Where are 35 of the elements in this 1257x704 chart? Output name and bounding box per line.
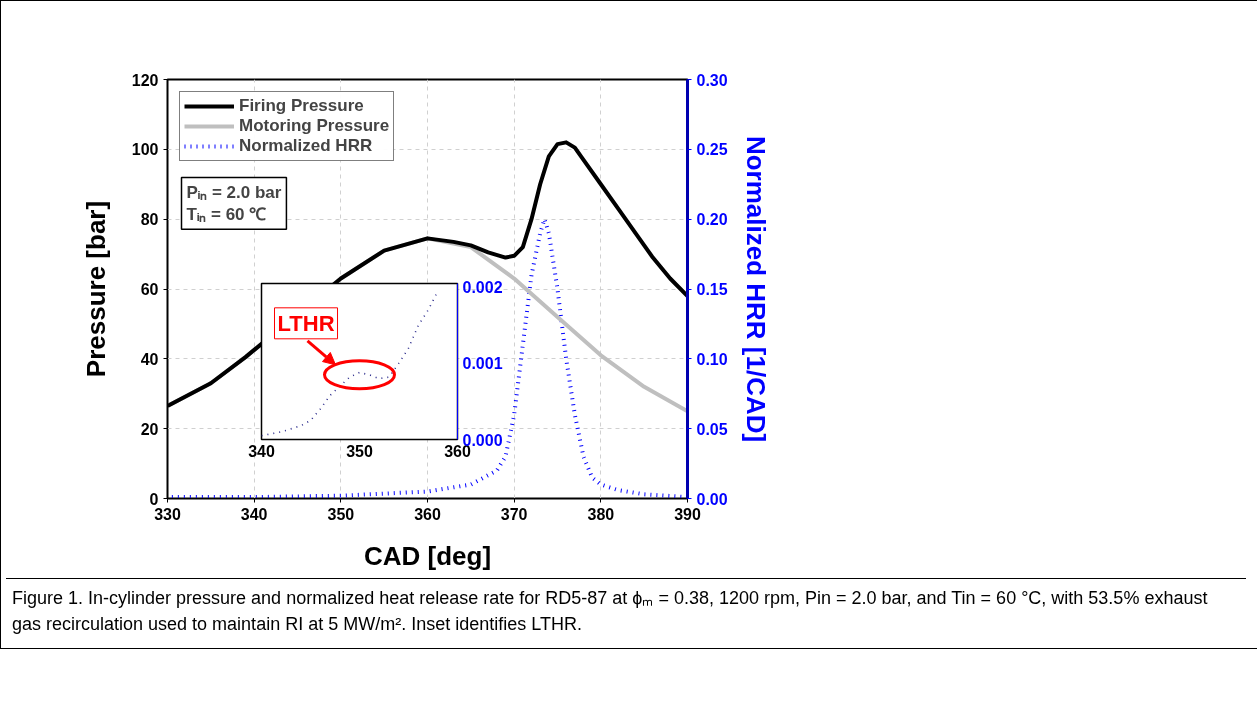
x-tick-label: 390 — [674, 505, 701, 523]
y-tick-label: 100 — [131, 141, 159, 159]
y2-tick-label: 0.00 — [696, 490, 728, 508]
y2-tick-label: 0.15 — [696, 281, 728, 298]
y-tick-label: 0.002 — [462, 279, 503, 297]
x-tick-label: 380 — [587, 505, 615, 523]
y-tick-label: 0 — [149, 490, 159, 508]
legend-label: Firing Pressure — [239, 96, 364, 116]
y2-tick-label: 0.10 — [696, 350, 728, 368]
x-tick-label: 350 — [327, 505, 355, 523]
x-tick-label: 340 — [248, 442, 275, 460]
y2-axis-title: Normalized HRR [1/CAD] — [740, 135, 771, 443]
y-tick-label: 40 — [140, 350, 159, 368]
y2-tick-label: 0.25 — [696, 141, 728, 159]
y2-tick-label: 0.30 — [696, 71, 728, 89]
x-tick-label: 370 — [500, 505, 528, 523]
annotation: Tᵢₙ = 60 ℃ — [186, 205, 267, 225]
y-axis-title: Pressure [bar] — [80, 200, 111, 378]
x-tick-label: 330 — [154, 505, 181, 523]
y-tick-label: 0.001 — [462, 355, 503, 373]
annotation: LTHR — [277, 310, 335, 336]
x-tick-label: 340 — [240, 505, 268, 523]
y-tick-label: 80 — [140, 211, 159, 229]
x-tick-label: 350 — [346, 442, 373, 460]
x-tick-label: 360 — [414, 505, 441, 523]
caption: Figure 1. In-cylinder pressure and normalized heat release rate for RD5-87 at ϕₘ = 0.38, 1200 rpm, Pin = 2.0 bar, and Tin = 60 °C, with 53.5% exhaust gas recirculation used to maintain RI at 5 MW/m². Inset identifies LTHR. — [12, 587, 1209, 637]
y-tick-label: 60 — [140, 281, 159, 298]
y2-tick-label: 0.20 — [696, 211, 728, 229]
legend-label: Motoring Pressure — [239, 116, 390, 136]
legend-label: Normalized HRR — [239, 136, 373, 156]
y-tick-label: 120 — [131, 71, 159, 89]
x-axis-title: CAD [deg] — [363, 540, 492, 571]
y2-tick-label: 0.05 — [696, 420, 728, 438]
y-tick-label: 20 — [140, 420, 159, 438]
annotation: Pᵢₙ = 2.0 bar — [186, 182, 282, 202]
